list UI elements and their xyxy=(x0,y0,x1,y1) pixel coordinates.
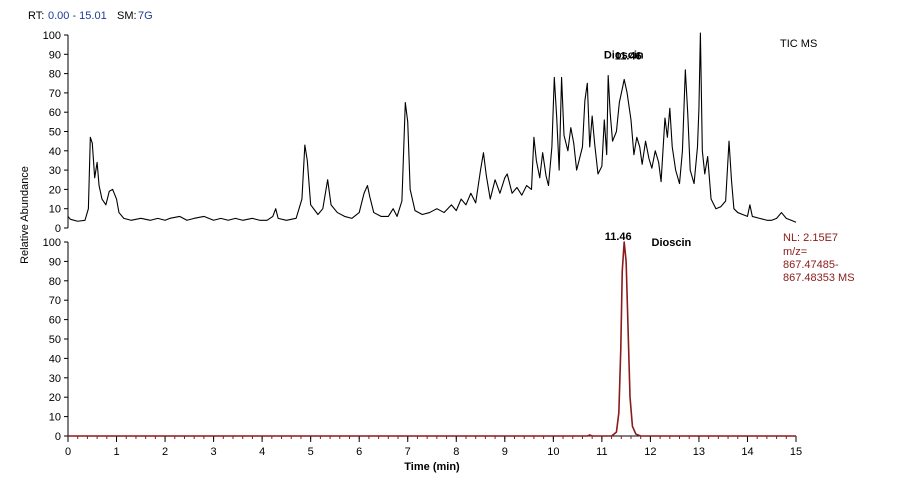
rt-value: 0.00 - 15.01 xyxy=(48,10,107,22)
tic-peak-rt-label: 11.46 xyxy=(615,51,642,63)
xic-y-tick-label: 20 xyxy=(49,392,61,404)
tic-y-tick-label: 10 xyxy=(49,204,61,216)
tic-trace-label: TIC MS xyxy=(780,38,817,50)
x-tick-label: 9 xyxy=(502,446,508,458)
tic-y-tick-label: 20 xyxy=(49,184,61,196)
tic-y-tick-label: 100 xyxy=(43,30,61,42)
xic-trace-line xyxy=(68,241,796,437)
xic-y-tick-label: 40 xyxy=(49,353,61,365)
y-axis-label: Relative Abundance xyxy=(19,166,31,264)
x-tick-label: 10 xyxy=(547,446,559,458)
tic-y-tick-label: 0 xyxy=(55,223,61,235)
sm-label: SM: xyxy=(117,10,137,22)
tic-dioscin-label: Dioscin xyxy=(604,49,644,61)
xic-y-tick-label: 60 xyxy=(49,315,61,327)
tic-y-tick-label: 40 xyxy=(49,146,61,158)
x-tick-label: 15 xyxy=(790,446,802,458)
x-tick-label: 13 xyxy=(693,446,705,458)
x-tick-label: 7 xyxy=(405,446,411,458)
xic-dioscin-label: Dioscin xyxy=(652,237,692,249)
xic-y-tick-label: 100 xyxy=(43,237,61,249)
tic-y-axis: 0 10 20 30 40 50 60 70 80 90 100 xyxy=(43,30,69,235)
rt-label: RT: xyxy=(28,10,44,22)
x-tick-label: 8 xyxy=(453,446,459,458)
tic-y-tick-label: 30 xyxy=(49,165,61,177)
xic-y-tick-label: 70 xyxy=(49,295,61,307)
nl-line-4: 867.48353 MS xyxy=(783,272,855,284)
x-tick-label: 0 xyxy=(65,446,71,458)
tic-trace-line xyxy=(67,32,797,223)
x-tick-label: 4 xyxy=(259,446,265,458)
x-tick-label: 1 xyxy=(113,446,119,458)
nl-line-2: m/z= xyxy=(783,246,807,258)
nl-line-3: 867.47485- xyxy=(783,259,839,271)
xic-peak-rt-label: 11.46 xyxy=(605,231,632,243)
x-tick-label: 12 xyxy=(644,446,656,458)
x-tick-label: 6 xyxy=(356,446,362,458)
x-tick-label: 11 xyxy=(596,446,607,458)
tic-y-tick-label: 50 xyxy=(49,127,61,139)
nl-line-1: NL: 2.15E7 xyxy=(783,232,838,244)
xic-y-tick-label: 10 xyxy=(49,412,61,424)
xic-y-tick-label: 90 xyxy=(49,256,61,268)
tic-y-tick-label: 70 xyxy=(49,88,61,100)
nl-info: NL: 2.15E7 m/z= 867.47485- 867.48353 MS xyxy=(783,232,855,284)
x-axis-label: Time (min) xyxy=(404,461,460,473)
xic-y-tick-label: 30 xyxy=(49,373,61,385)
x-tick-label: 5 xyxy=(308,446,314,458)
sm-value: 7G xyxy=(138,10,153,22)
x-tick-label: 2 xyxy=(162,446,168,458)
tic-y-tick-label: 90 xyxy=(49,49,61,61)
header: RT: 0.00 - 15.01 SM: 7G xyxy=(28,10,153,22)
tic-y-tick-label: 80 xyxy=(49,69,61,81)
x-tick-label: 3 xyxy=(211,446,217,458)
xic-y-axis: 0 10 20 30 40 50 60 70 80 90 100 xyxy=(43,237,69,443)
x-axis: 0 1 2 3 4 5 6 7 8 9 10 11 12 13 14 15 xyxy=(65,435,802,458)
x-tick-label: 14 xyxy=(741,446,753,458)
tic-y-tick-label: 60 xyxy=(49,107,61,119)
xic-y-tick-label: 0 xyxy=(55,431,61,443)
xic-y-tick-label: 80 xyxy=(49,276,61,288)
tic-panel: 0 10 20 30 40 50 60 70 80 90 100 TIC MS Dioscin 11… xyxy=(43,30,818,235)
xic-y-tick-label: 50 xyxy=(49,334,61,346)
